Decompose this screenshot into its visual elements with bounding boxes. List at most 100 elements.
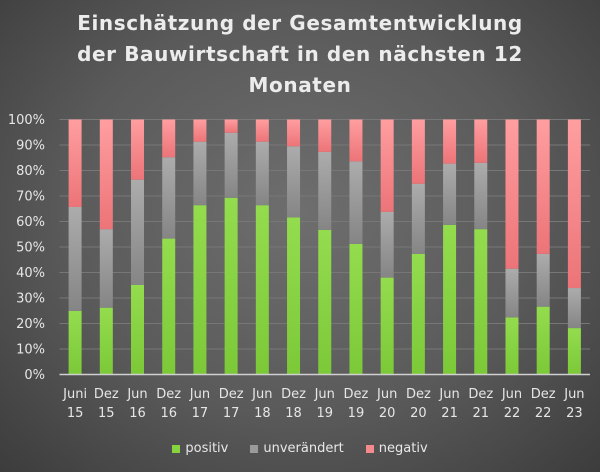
bar-positiv <box>536 306 550 375</box>
bar-unverndert <box>287 146 301 218</box>
x-tick-label: Jun <box>314 387 335 402</box>
legend-label: negativ <box>378 441 428 456</box>
bar-positiv <box>505 317 519 375</box>
x-tick-label: Dez <box>219 387 244 402</box>
bar-negativ <box>99 119 113 230</box>
y-tick-label: 100% <box>8 113 45 128</box>
legend-item-negativ: negativ <box>365 441 428 456</box>
bar-positiv <box>287 217 301 375</box>
bar-unverndert <box>131 179 145 285</box>
x-tick-label: Dez <box>344 387 369 402</box>
bar-negativ <box>162 119 176 158</box>
x-tick-label: 21 <box>473 406 490 421</box>
bar-unverndert <box>536 253 550 307</box>
bar-unverndert <box>68 206 82 312</box>
x-tick-label: Dez <box>281 387 306 402</box>
bar-positiv <box>474 229 488 375</box>
x-tick-label: Jun <box>376 387 397 402</box>
legend-swatch <box>250 444 259 453</box>
legend: positiv unverändert negativ <box>0 441 600 456</box>
bar-unverndert <box>505 268 519 318</box>
x-tick-label: Jun <box>126 387 147 402</box>
x-tick-label: 18 <box>254 406 271 421</box>
bar-unverndert <box>99 229 113 308</box>
bar-negativ <box>474 119 488 163</box>
bar-unverndert <box>443 163 457 225</box>
x-tick-label: Dez <box>531 387 556 402</box>
bar-positiv <box>131 284 145 375</box>
y-tick-label: 50% <box>16 241 45 256</box>
y-tick-label: 60% <box>16 215 45 230</box>
x-tick-label: 15 <box>98 406 115 421</box>
y-tick-label: 40% <box>16 266 45 281</box>
bar-unverndert <box>193 141 207 206</box>
bar-negativ <box>380 119 394 212</box>
y-tick-label: 80% <box>16 164 45 179</box>
x-tick-label: 23 <box>566 406 583 421</box>
bar-negativ <box>318 119 332 152</box>
y-tick-label: 70% <box>16 190 45 205</box>
x-tick-label: 16 <box>129 406 146 421</box>
legend-item-unveraendert: unverändert <box>250 441 344 456</box>
x-tick-label: 21 <box>441 406 458 421</box>
bar-negativ <box>536 119 550 254</box>
x-tick-label: 19 <box>348 406 365 421</box>
bar-negativ <box>255 119 269 142</box>
bar-positiv <box>162 238 176 375</box>
bar-unverndert <box>255 141 269 206</box>
bar-positiv <box>193 205 207 375</box>
bar-negativ <box>287 119 301 147</box>
x-tick-label: Dez <box>406 387 431 402</box>
bar-positiv <box>318 229 332 375</box>
bar-unverndert <box>474 162 488 230</box>
bar-positiv <box>567 328 581 375</box>
x-tick-label: Dez <box>94 387 119 402</box>
bar-negativ <box>131 119 145 180</box>
bar-negativ <box>224 119 238 133</box>
title-line: Monaten <box>248 73 352 97</box>
bar-positiv <box>443 224 457 375</box>
x-tick-label: Jun <box>501 387 522 402</box>
x-tick-label: Dez <box>156 387 181 402</box>
chart-title: Einschätzung der Gesamtentwicklung der B… <box>0 8 600 101</box>
x-tick-label: Jun <box>563 387 584 402</box>
x-tick-label: Jun <box>438 387 459 402</box>
bar-negativ <box>68 119 82 207</box>
bar-positiv <box>380 277 394 375</box>
x-tick-label: Dez <box>468 387 493 402</box>
bar-negativ <box>567 119 581 289</box>
bar-positiv <box>99 307 113 375</box>
y-tick-label: 30% <box>16 292 45 307</box>
bar-positiv <box>224 197 238 375</box>
bar-positiv <box>411 253 425 375</box>
bar-unverndert <box>411 183 425 254</box>
bar-unverndert <box>224 132 238 198</box>
bar-unverndert <box>162 157 176 239</box>
x-tick-label: 19 <box>316 406 333 421</box>
bar-negativ <box>193 119 207 142</box>
bar-unverndert <box>567 288 581 329</box>
x-tick-label: 22 <box>535 406 552 421</box>
y-tick-label: 20% <box>16 317 45 332</box>
title-line: der Bauwirtschaft in den nächsten 12 <box>77 42 523 66</box>
x-tick-label: 15 <box>67 406 84 421</box>
x-tick-label: 18 <box>285 406 302 421</box>
x-tick-label: 20 <box>410 406 427 421</box>
bar-negativ <box>505 119 519 269</box>
x-tick-label: 17 <box>192 406 209 421</box>
y-tick-label: 10% <box>16 343 45 358</box>
bar-unverndert <box>349 161 363 244</box>
x-tick-label: 16 <box>160 406 177 421</box>
x-tick-label: Juni <box>62 387 87 402</box>
bar-unverndert <box>318 151 332 230</box>
title-line: Einschätzung der Gesamtentwicklung <box>77 11 523 35</box>
bar-positiv <box>68 311 82 375</box>
x-tick-label: Jun <box>189 387 210 402</box>
y-tick-label: 90% <box>16 139 45 154</box>
legend-label: positiv <box>185 441 229 456</box>
legend-item-positiv: positiv <box>172 441 228 456</box>
legend-label: unverändert <box>263 441 344 456</box>
y-tick-label: 0% <box>24 368 45 383</box>
bar-negativ <box>411 119 425 184</box>
